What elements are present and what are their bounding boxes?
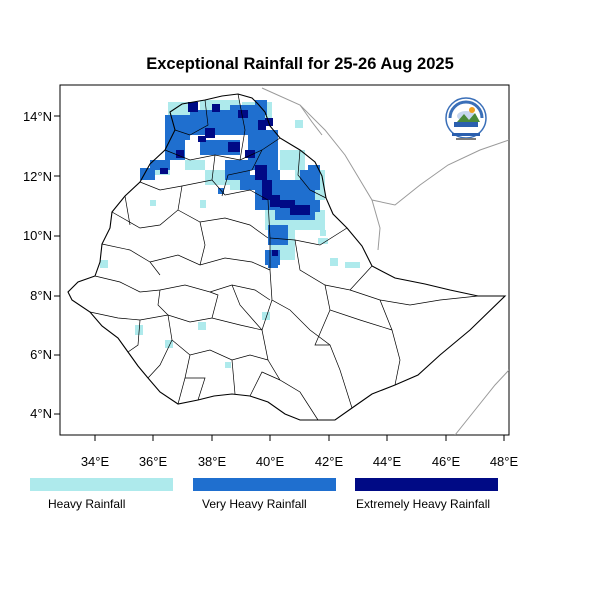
rainfall-cell: [188, 102, 198, 112]
rainfall-cells: [100, 100, 360, 368]
rainfall-cell: [198, 136, 206, 142]
x-tick-label: 46°E: [432, 454, 461, 469]
rainfall-cell: [205, 128, 215, 138]
legend-label-extremely-heavy: Extremely Heavy Rainfall: [356, 497, 491, 511]
rainfall-cell: [280, 150, 305, 170]
rainfall-cell: [185, 160, 205, 170]
rainfall-cell: [270, 195, 280, 207]
legend-swatch-extremely-heavy: [355, 478, 498, 491]
y-axis-labels: 14°N 12°N 10°N 8°N 6°N 4°N: [23, 109, 52, 421]
rainfall-cell: [318, 238, 328, 244]
x-tick-label: 36°E: [139, 454, 168, 469]
rainfall-cell: [100, 260, 108, 268]
map-title: Exceptional Rainfall for 25-26 Aug 2025: [146, 55, 454, 73]
axis-ticks: [54, 115, 505, 441]
y-tick-label: 4°N: [30, 406, 52, 421]
rainfall-cell: [140, 168, 155, 180]
y-tick-label: 6°N: [30, 347, 52, 362]
x-tick-label: 38°E: [198, 454, 227, 469]
agency-logo-icon: [445, 97, 487, 140]
admin-boundaries: [89, 93, 479, 421]
x-tick-label: 40°E: [256, 454, 285, 469]
rainfall-cell: [198, 322, 206, 330]
legend-label-heavy: Heavy Rainfall: [48, 497, 126, 511]
country-outline: [67, 93, 507, 421]
y-tick-label: 12°N: [23, 169, 52, 184]
rainfall-cell: [165, 340, 173, 348]
rainfall-cell: [160, 168, 168, 174]
y-tick-label: 14°N: [23, 109, 52, 124]
x-tick-label: 34°E: [81, 454, 110, 469]
x-axis-labels: 34°E 36°E 38°E 40°E 42°E 44°E 46°E 48°E: [81, 454, 519, 469]
rainfall-cell: [268, 260, 278, 268]
x-tick-label: 42°E: [315, 454, 344, 469]
rainfall-cell: [176, 150, 184, 158]
rainfall-cell: [345, 262, 360, 268]
rainfall-cell: [280, 200, 295, 208]
x-tick-label: 44°E: [373, 454, 402, 469]
rainfall-cell: [165, 115, 190, 140]
legend-swatch-very-heavy: [193, 478, 336, 491]
rainfall-cell: [295, 120, 303, 128]
rainfall-cell: [290, 205, 310, 215]
rainfall-cell: [272, 250, 278, 256]
rainfall-cell: [212, 104, 220, 112]
legend-label-very-heavy: Very Heavy Rainfall: [202, 497, 307, 511]
rainfall-cell: [150, 160, 170, 170]
rainfall-cell: [262, 180, 272, 200]
legend-swatch-heavy: [30, 478, 173, 491]
rainfall-cell: [150, 200, 156, 206]
rainfall-cell: [218, 188, 224, 194]
rainfall-cell: [228, 142, 240, 152]
x-tick-label: 48°E: [490, 454, 519, 469]
y-tick-label: 8°N: [30, 288, 52, 303]
rainfall-cell: [245, 150, 255, 158]
rainfall-cell: [258, 120, 266, 130]
rainfall-cell: [268, 225, 288, 245]
rainfall-cell: [308, 165, 320, 175]
rainfall-cell: [262, 312, 270, 320]
rainfall-cell: [262, 150, 277, 160]
rainfall-cell: [200, 200, 206, 208]
rainfall-cell: [330, 258, 338, 266]
rainfall-cell: [238, 110, 248, 118]
y-tick-label: 10°N: [23, 228, 52, 243]
rainfall-cell: [255, 165, 267, 180]
rainfall-cell: [320, 230, 326, 236]
rainfall-cell: [225, 362, 231, 368]
neighbor-borders: [261, 87, 509, 435]
